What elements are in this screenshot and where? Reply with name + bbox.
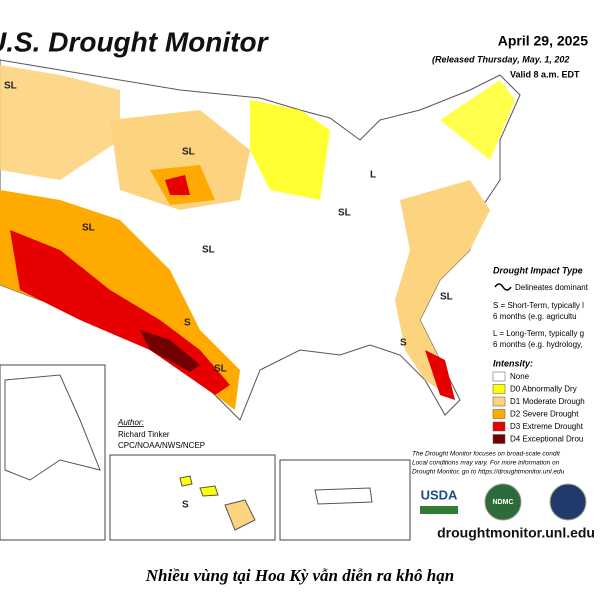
intensity-title: Intensity: xyxy=(493,358,533,368)
impact-label: S xyxy=(184,318,191,329)
caption-band xyxy=(0,550,600,600)
impact-label: S xyxy=(182,500,189,511)
legend-swatch xyxy=(492,396,506,407)
legend-label: D4 Exceptional Drou xyxy=(510,435,583,444)
delineates: Delineates dominant xyxy=(515,283,589,292)
released: (Released Thursday, May. 1, 202 xyxy=(432,54,569,64)
ndmc-logo xyxy=(484,483,522,521)
hawaii-island xyxy=(224,499,256,531)
date: April 29, 2025 xyxy=(498,33,588,49)
impact-label: SL xyxy=(4,81,17,92)
drought-area xyxy=(440,80,515,160)
noaa-logo xyxy=(549,483,587,521)
drought-area xyxy=(250,100,330,200)
legend-label: D0 Abnormally Dry xyxy=(510,385,577,394)
impact-label: SL xyxy=(440,292,453,303)
short-term: S = Short-Term, typically l xyxy=(493,301,584,310)
usda-text: USDA xyxy=(421,487,458,502)
legend-swatch xyxy=(492,434,506,444)
hawaii-inset xyxy=(109,454,276,541)
drought-area xyxy=(165,175,190,195)
title: U.S. Drought Monitor xyxy=(0,26,270,57)
delineation-icon xyxy=(494,283,512,291)
drought-area xyxy=(425,350,455,400)
author-org: CPC/NOAA/NWS/NCEP xyxy=(118,441,205,450)
puerto-rico xyxy=(314,487,373,505)
impact-label: S xyxy=(400,338,407,349)
impact-label: SL xyxy=(182,147,195,158)
legend-swatch xyxy=(492,384,506,394)
legend-label: D3 Extreme Drought xyxy=(510,422,584,431)
alaska xyxy=(4,374,101,481)
legend-swatch xyxy=(492,371,506,382)
valid: Valid 8 a.m. EDT xyxy=(510,69,580,79)
legend-swatch xyxy=(492,409,506,419)
ndmc-text: NDMC xyxy=(493,499,514,506)
impact-label: L xyxy=(370,170,376,181)
legend-label: None xyxy=(510,372,530,381)
long-term: L = Long-Term, typically g xyxy=(493,329,584,338)
short-term: 6 months (e.g. agricultu xyxy=(493,312,577,321)
author-name: Richard Tinker xyxy=(118,430,170,439)
note: Drought Monitor, go to https://droughtmo… xyxy=(412,469,565,476)
drought-area xyxy=(140,330,200,372)
legend-swatch xyxy=(492,421,506,432)
usda-bar xyxy=(420,506,458,514)
impact-title: Drought Impact Type xyxy=(493,265,583,275)
drought-area xyxy=(110,110,250,210)
note: The Drought Monitor focuses on broad-sca… xyxy=(412,451,561,458)
legend-label: D2 Severe Drought xyxy=(510,410,579,419)
author-heading: Author: xyxy=(117,418,144,427)
legend-label: D1 Moderate Drough xyxy=(510,397,585,406)
long-term: 6 months (e.g. hydrology, xyxy=(493,340,583,349)
note: Local conditions may vary. For more info… xyxy=(412,460,560,467)
impact-label: SL xyxy=(214,364,227,375)
impact-label: SL xyxy=(82,223,95,234)
url: droughtmonitor.unl.edu xyxy=(437,525,595,541)
drought-area xyxy=(395,180,490,400)
caption: Nhiều vùng tại Hoa Kỳ vẫn diễn ra khô hạ… xyxy=(145,566,454,585)
impact-label: SL xyxy=(202,245,215,256)
hawaii-island xyxy=(179,475,219,497)
impact-label: SL xyxy=(338,208,351,219)
drought-area xyxy=(0,65,120,180)
